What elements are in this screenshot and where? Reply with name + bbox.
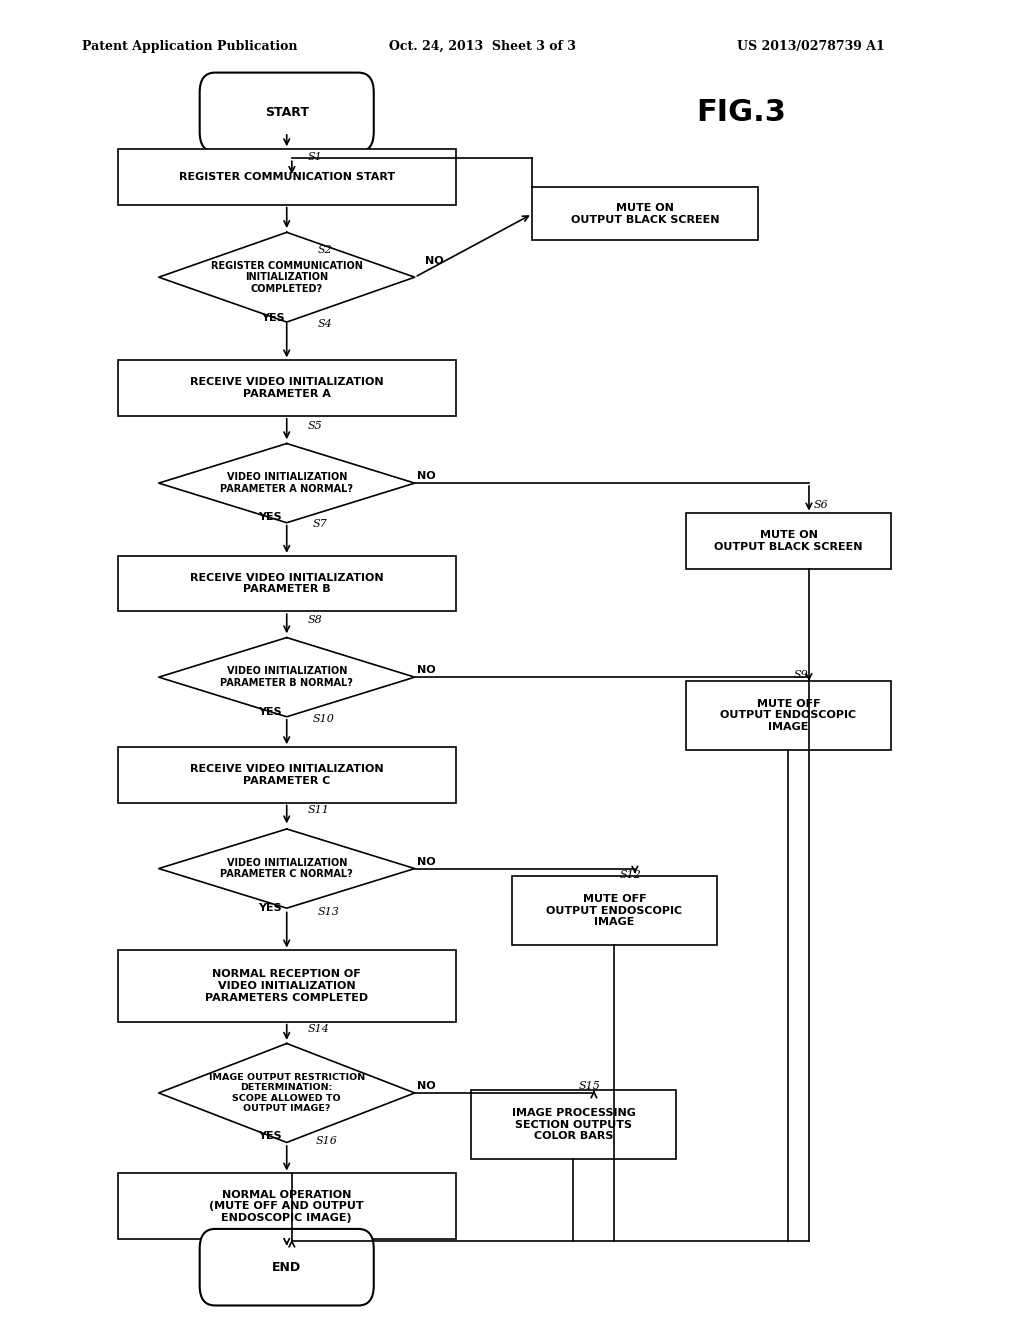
Text: VIDEO INITIALIZATION
PARAMETER B NORMAL?: VIDEO INITIALIZATION PARAMETER B NORMAL? [220,667,353,688]
Text: S2: S2 [317,246,332,256]
Text: S12: S12 [620,870,641,880]
Polygon shape [159,829,415,908]
Text: IMAGE PROCESSING
SECTION OUTPUTS
COLOR BARS: IMAGE PROCESSING SECTION OUTPUTS COLOR B… [512,1107,635,1142]
Text: S14: S14 [307,1024,329,1035]
Text: S11: S11 [307,805,329,816]
Text: S4: S4 [317,319,332,330]
Polygon shape [159,444,415,523]
Text: MUTE ON
OUTPUT BLACK SCREEN: MUTE ON OUTPUT BLACK SCREEN [570,203,720,224]
Text: S10: S10 [312,714,334,725]
Text: S16: S16 [315,1137,337,1147]
Text: YES: YES [258,512,282,523]
Text: MUTE OFF
OUTPUT ENDOSCOPIC
IMAGE: MUTE OFF OUTPUT ENDOSCOPIC IMAGE [721,698,856,733]
FancyBboxPatch shape [200,73,374,152]
FancyBboxPatch shape [118,1173,456,1239]
FancyBboxPatch shape [532,187,758,240]
Text: RECEIVE VIDEO INITIALIZATION
PARAMETER B: RECEIVE VIDEO INITIALIZATION PARAMETER B [189,573,384,594]
FancyBboxPatch shape [118,556,456,611]
Text: MUTE OFF
OUTPUT ENDOSCOPIC
IMAGE: MUTE OFF OUTPUT ENDOSCOPIC IMAGE [547,894,682,928]
Text: Oct. 24, 2013  Sheet 3 of 3: Oct. 24, 2013 Sheet 3 of 3 [389,40,575,53]
FancyBboxPatch shape [118,950,456,1022]
FancyBboxPatch shape [686,513,891,569]
Text: S1: S1 [307,152,322,162]
Text: YES: YES [258,708,282,718]
Text: IMAGE OUTPUT RESTRICTION
DETERMINATION:
SCOPE ALLOWED TO
OUTPUT IMAGE?: IMAGE OUTPUT RESTRICTION DETERMINATION: … [209,1073,365,1113]
Text: NORMAL OPERATION
(MUTE OFF AND OUTPUT
ENDOSCOPIC IMAGE): NORMAL OPERATION (MUTE OFF AND OUTPUT EN… [209,1189,365,1224]
Text: RECEIVE VIDEO INITIALIZATION
PARAMETER C: RECEIVE VIDEO INITIALIZATION PARAMETER C [189,764,384,785]
Text: START: START [265,106,308,119]
FancyBboxPatch shape [118,360,456,416]
Text: FIG.3: FIG.3 [696,98,786,127]
Text: MUTE ON
OUTPUT BLACK SCREEN: MUTE ON OUTPUT BLACK SCREEN [714,531,863,552]
Text: S9: S9 [794,671,808,681]
Text: REGISTER COMMUNICATION START: REGISTER COMMUNICATION START [178,172,395,182]
Text: RECEIVE VIDEO INITIALIZATION
PARAMETER A: RECEIVE VIDEO INITIALIZATION PARAMETER A [189,378,384,399]
Text: YES: YES [261,313,285,323]
Text: S8: S8 [307,615,322,626]
FancyBboxPatch shape [471,1090,676,1159]
Text: S5: S5 [307,421,322,432]
Text: NO: NO [417,1081,435,1092]
Text: VIDEO INITIALIZATION
PARAMETER A NORMAL?: VIDEO INITIALIZATION PARAMETER A NORMAL? [220,473,353,494]
Text: YES: YES [258,903,282,913]
Polygon shape [159,638,415,717]
Text: US 2013/0278739 A1: US 2013/0278739 A1 [737,40,885,53]
Text: VIDEO INITIALIZATION
PARAMETER C NORMAL?: VIDEO INITIALIZATION PARAMETER C NORMAL? [220,858,353,879]
Text: NO: NO [417,857,435,867]
Text: S13: S13 [317,907,339,917]
Text: S15: S15 [579,1081,600,1092]
FancyBboxPatch shape [118,149,456,205]
Text: NORMAL RECEPTION OF
VIDEO INITIALIZATION
PARAMETERS COMPLETED: NORMAL RECEPTION OF VIDEO INITIALIZATION… [205,969,369,1003]
FancyBboxPatch shape [200,1229,374,1305]
Text: NO: NO [417,665,435,676]
Polygon shape [159,1043,415,1143]
Text: REGISTER COMMUNICATION
INITIALIZATION
COMPLETED?: REGISTER COMMUNICATION INITIALIZATION CO… [211,260,362,294]
Text: YES: YES [258,1131,282,1142]
Text: S6: S6 [814,500,828,511]
FancyBboxPatch shape [118,747,456,803]
Text: Patent Application Publication: Patent Application Publication [82,40,297,53]
Text: END: END [272,1261,301,1274]
Text: S7: S7 [312,519,327,529]
FancyBboxPatch shape [512,876,717,945]
Text: NO: NO [417,471,435,482]
Polygon shape [159,232,415,322]
FancyBboxPatch shape [686,681,891,750]
Text: NO: NO [425,256,443,267]
